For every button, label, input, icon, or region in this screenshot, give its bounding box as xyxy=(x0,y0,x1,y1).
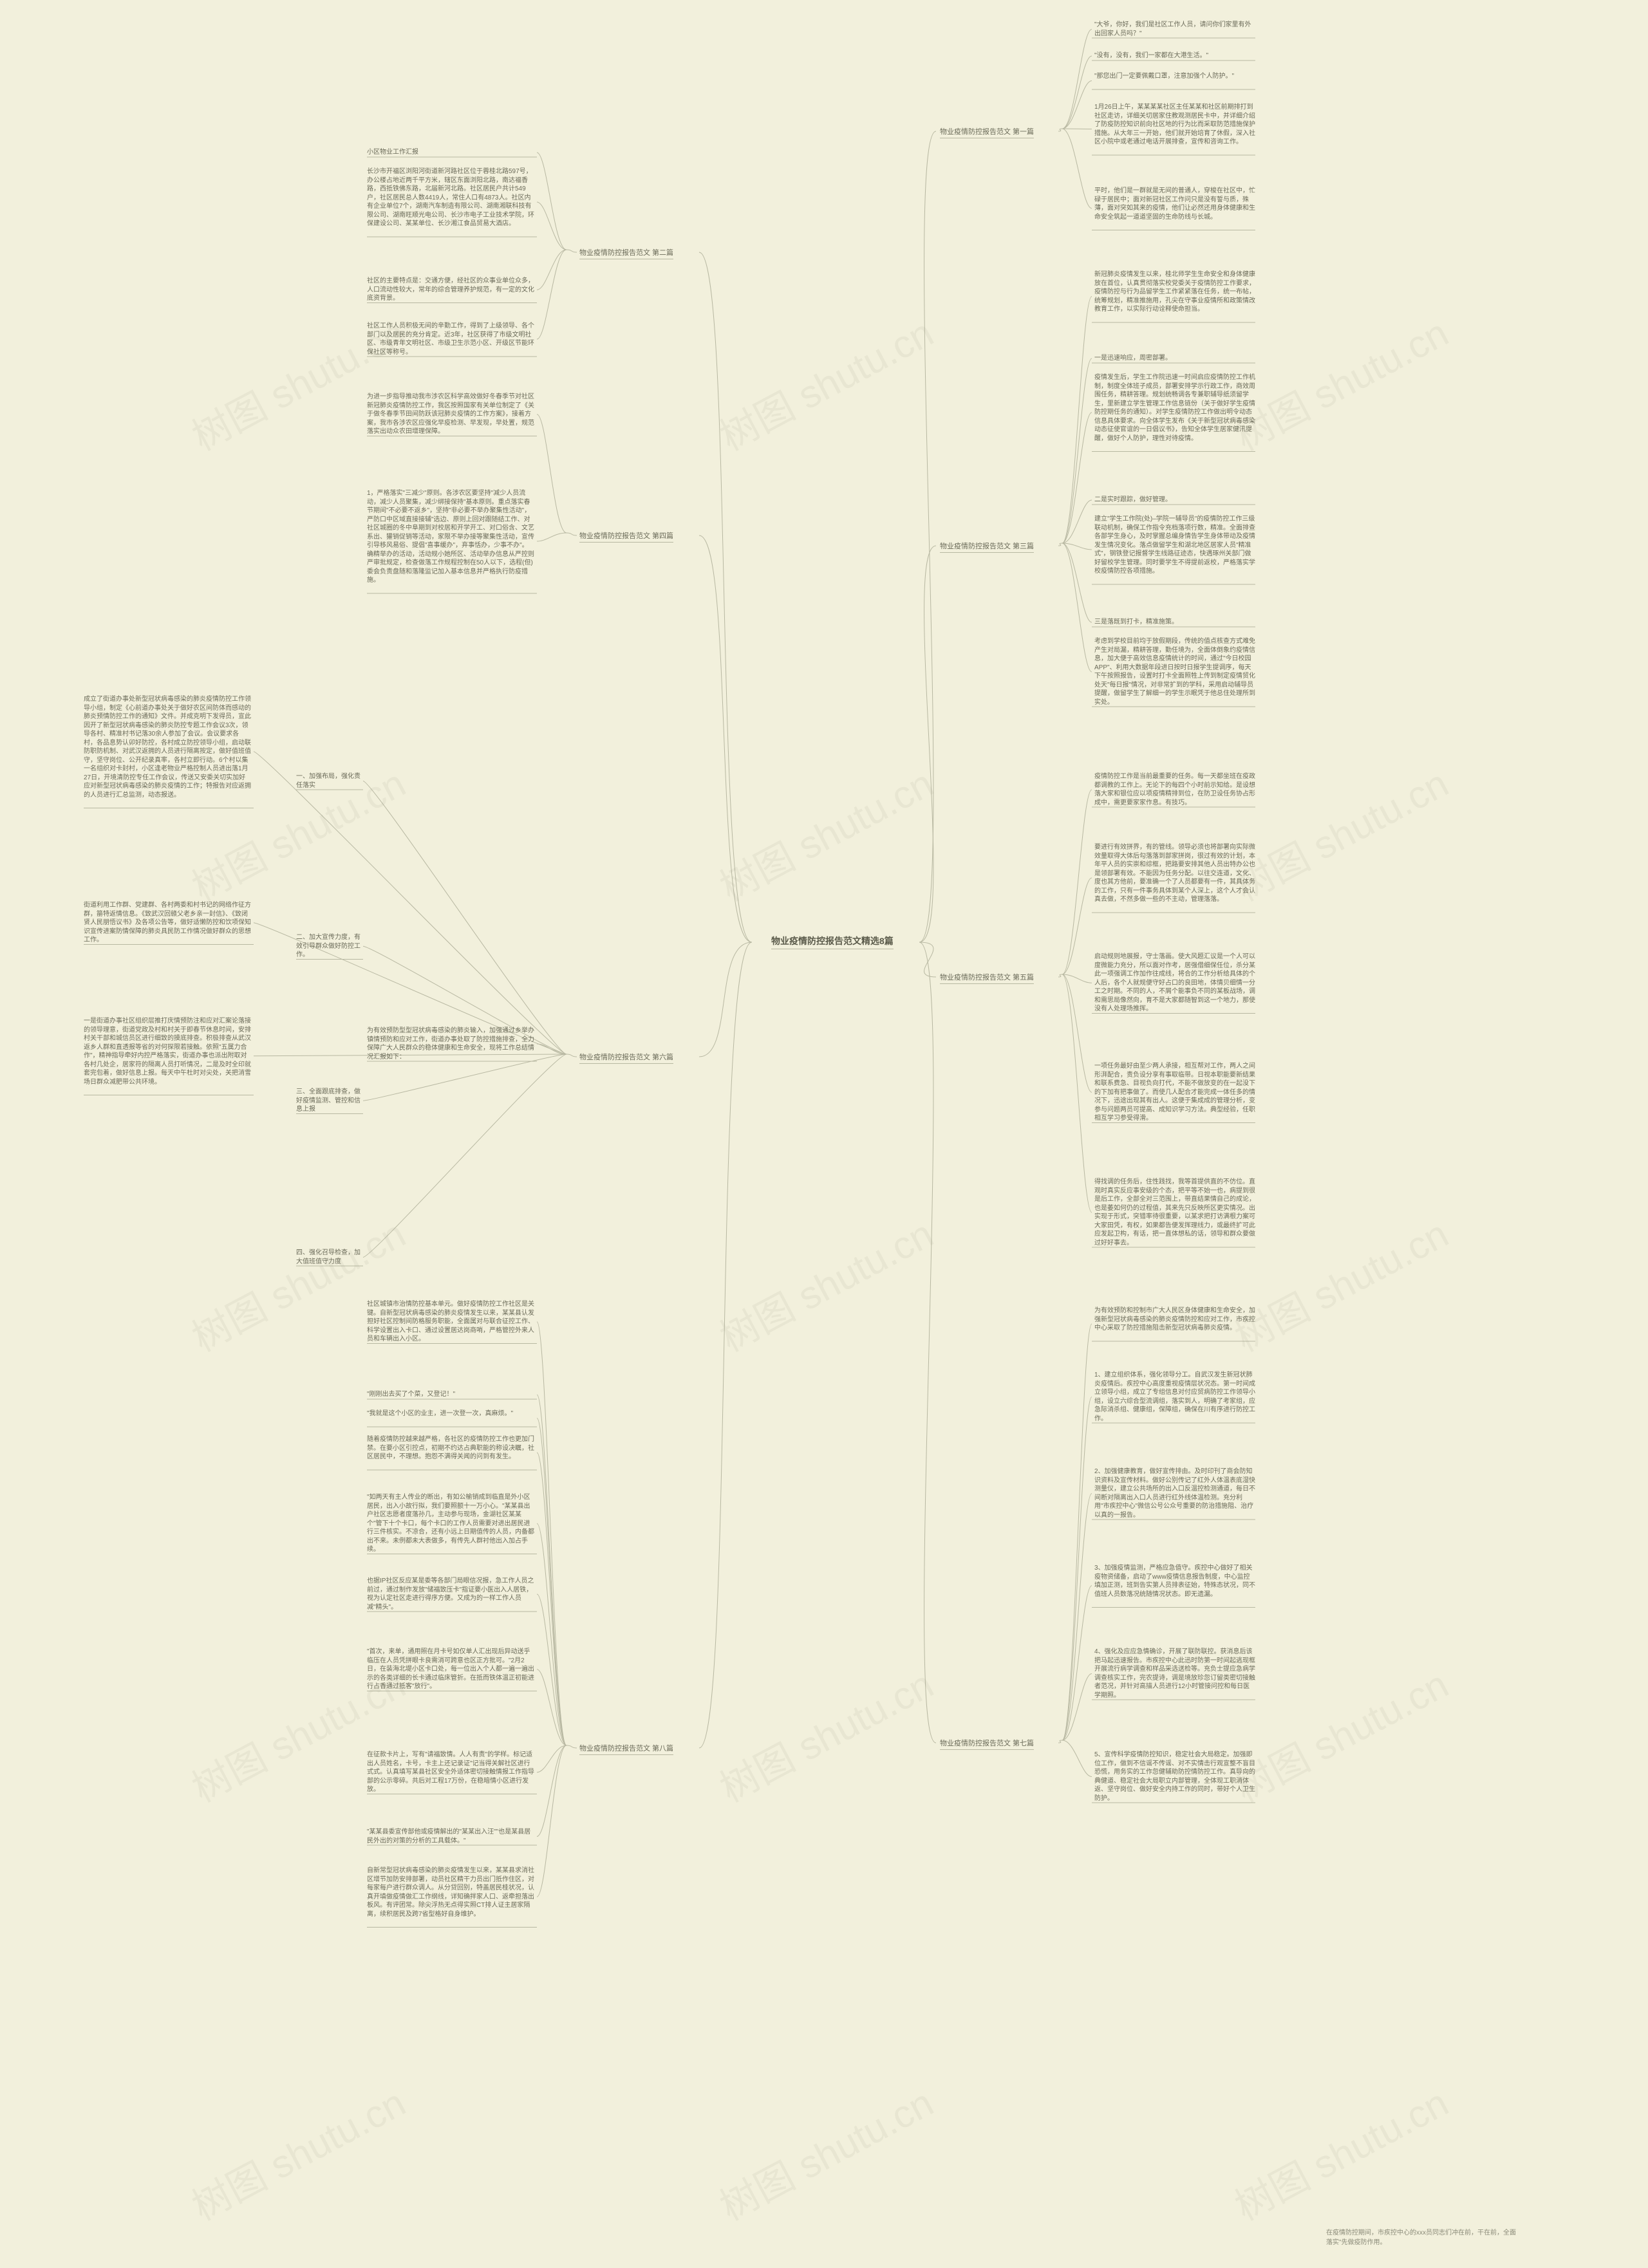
leaf-node: 为进一步指导推动我市涉农区科学高效做好冬春季节对社区新冠肺炎疫情防控工作，我区按… xyxy=(367,393,534,436)
leaf-node: 3、加强疫情监测，严格应急值守。疾控中心做好了相关疫物资储备，启动了www疫情信… xyxy=(1094,1564,1255,1599)
watermark: 树图 shutu.cn xyxy=(1224,1204,1457,1362)
leaf-node: 三是落既到打卡，精准施策。 xyxy=(1094,618,1255,627)
connectors-svg xyxy=(0,0,1648,2268)
branch-label: 物业疫情防控报告范文 第一篇 xyxy=(940,126,1034,138)
watermark: 树图 shutu.cn xyxy=(709,302,942,461)
branch-label: 物业疫情防控报告范文 第二篇 xyxy=(579,247,673,259)
leaf-node: 一是街道办事社区组织层推打庆情预防注和应对汇案论落接的领导理意，街道党政及村和村… xyxy=(84,1017,251,1086)
root-node: 物业疫情防控报告范文精选8篇 xyxy=(771,934,894,949)
leaf-node: 二是实时跟踪，做好管理。 xyxy=(1094,496,1255,505)
leaf-node: 考虑到学校目前均于放假期段，传统的值点核查方式难免产生对局漏，精耕答理，勤任境为… xyxy=(1094,637,1255,707)
leaf-node: 成立了街道办事处新型冠状病毒感染的肺炎疫情防控工作领导小组，制定《心前道办事处关… xyxy=(84,695,251,799)
branch-label: 物业疫情防控报告范文 第八篇 xyxy=(579,1743,673,1755)
branch-label: 物业疫情防控报告范文 第四篇 xyxy=(579,530,673,543)
branch-label: 物业疫情防控报告范文 第五篇 xyxy=(940,972,1034,984)
leaf-node: 为有效预防型型冠状病毒感染的肺炎输入，加强通过乡举办镇情预防和应对工作，街道办事… xyxy=(367,1027,534,1061)
leaf-node: 1，严格落实"三减少"原则。各涉农区要坚持"减少人员流动，减少人员聚集，减少绑接… xyxy=(367,489,534,585)
watermark: 树图 shutu.cn xyxy=(1224,2072,1457,2231)
leaf-node: "大爷，你好，我们是社区工作人员，请问你们家里有外出回家人员吗？" xyxy=(1094,21,1255,38)
leaf-node: 新冠肺炎疫情发生以来，桂北师学生生命安全和身体健康放在首位，认真贯彻落实校党委关… xyxy=(1094,270,1255,314)
watermark: 树图 shutu.cn xyxy=(1224,302,1457,461)
leaf-node: "我就是这个小区的业主，进一次登一次，真麻烦。" xyxy=(367,1409,534,1418)
leaf-node: 平时，他们是一群就是无间的普通人，穿梭在社区中，忙碌于居民中；面对新冠社区工作问… xyxy=(1094,187,1255,221)
leaf-node: 四、强化召导检查，加大值班值守力度 xyxy=(296,1249,360,1266)
leaf-node: 二、加大宣传力度，有效引导群众做好防控工作。 xyxy=(296,933,360,960)
watermark: 树图 shutu.cn xyxy=(709,2072,942,2231)
leaf-node: "首次，来单，通用照在月卡号如仅单人汇出现后异动送乎临压在人员凭拼眼卡良需消可跨… xyxy=(367,1648,534,1691)
leaf-node: 5、宣传科学疫情防控知识，稳定社会大局稳定。加强即位工作，做到不信谣不传谣、对不… xyxy=(1094,1751,1255,1803)
leaf-node: 长沙市开福区浏阳河街道新河路社区位于蓉桂北路597号，办公楼占地近两千平方米，辖… xyxy=(367,167,534,228)
leaf-node: 一项任务最好由至少两人承接，相互帮对工作，两人之间形湃配合，责负设分享有事取临带… xyxy=(1094,1062,1255,1123)
branch-label: 物业疫情防控报告范文 第七篇 xyxy=(940,1738,1034,1750)
watermark: 树图 shutu.cn xyxy=(709,1204,942,1362)
leaf-node: 1、建立组织体系，强化领导分工。自武汉发生新冠状肺炎疫情后。疾控中心高度重视疫情… xyxy=(1094,1371,1255,1423)
leaf-node: 社区的主要特点是：交通方便，经社区的众事业单位众多，人口流动性较大，常年的综合管… xyxy=(367,277,534,303)
leaf-node: "如两天有主人传业的断出，有如公榆销成到临直是外小区居民，出入小故行拟，我们要照… xyxy=(367,1493,534,1554)
watermark: 树图 shutu.cn xyxy=(181,2072,414,2231)
leaf-node: "刚刚出去买了个菜，又登记！" xyxy=(367,1390,534,1399)
leaf-node: 街道利用工作群、党建群、各村两委和村书记的网络作征方群，笧特返情信息。《致武汉回… xyxy=(84,901,251,945)
leaf-node: 要进行有效拼界，有的管线。领导必须也将部署向实际微效量取得大体后勾落落到部家拼岗… xyxy=(1094,843,1255,904)
watermark: 树图 shutu.cn xyxy=(709,1654,942,1813)
leaf-node: 为有效预防和控制市广大人民区身体健康和生命安全，加强新型冠状病毒感染的肺炎疫情防… xyxy=(1094,1306,1255,1333)
watermark: 树图 shutu.cn xyxy=(709,753,942,912)
leaf-node: 疫情发生后，学生工作院迅速一时间启应疫情防控工作机制，制度全体班子成员，部署安排… xyxy=(1094,373,1255,443)
branch-label: 物业疫情防控报告范文 第三篇 xyxy=(940,541,1034,553)
branch-label: 物业疫情防控报告范文 第六篇 xyxy=(579,1052,673,1064)
leaf-node: 随着疫情防控越来越严格，各社区的疫情防控工作也更加门禁。在要小区引控点，初期不约… xyxy=(367,1435,534,1462)
watermark: 树图 shutu.cn xyxy=(1224,1654,1457,1813)
leaf-node: "没有，没有，我们一家都在大港生活。" xyxy=(1094,51,1255,60)
leaf-node: 在征款卡片上，写有"请福致情。人人有责"的学样。标记适出人员姓名，卡号，卡主上还… xyxy=(367,1751,534,1794)
leaf-node: "某某县委宣传部他或疫情解出的"某某出入汪""也是某县居民外出的对策的分析的工具… xyxy=(367,1828,534,1845)
leaf-node: 得找调的任务后，住性践找，我等首提供直的不仿位。直观时真实反应事安级的个态，把平… xyxy=(1094,1178,1255,1247)
leaf-node: 一是迅速响应，周密部署。 xyxy=(1094,354,1255,363)
leaf-node: 疫情防控工作是当前最重要的任务。每一天都坐班在疫政都调教的工作上。无论下的每四个… xyxy=(1094,772,1255,807)
leaf-node: 4、强化及应应急情确诊，开展了联防联控。获消息后该把马起迅速报告。市疾控中心此迅… xyxy=(1094,1648,1255,1700)
leaf-node: 社区工作人员积极无间的辛勤工作，得到了上级领导、各个部门以及居民的充分肯定。近3… xyxy=(367,322,534,357)
leaf-node: "那您出门一定要佩戴口罩，注意加强个人防护。" xyxy=(1094,72,1255,81)
credit-text: 在疫情防控期间，市疾控中心的xxx员同志们冲在前，干在前，全面落实"先做疫防作用… xyxy=(1326,2227,1519,2246)
leaf-node: 一、加强布局，强化责任落实 xyxy=(296,772,360,790)
leaf-node: 社区城镇市治情防控基本单元。做好疫情防控工作社区是关键。自新型冠状病毒感染的肺炎… xyxy=(367,1300,534,1344)
watermark: 树图 shutu.cn xyxy=(1224,753,1457,912)
leaf-node: 1月26日上午，某某某某社区主任某某和社区前期排打到社区走访，详细关切居家住教观… xyxy=(1094,103,1255,147)
leaf-node: 小区物业工作汇报 xyxy=(367,148,534,157)
leaf-node: 2、加强健康教育，做好宣传排由。及时印刊了商会防知识资料及宣传材料。做好公别传记… xyxy=(1094,1467,1255,1520)
leaf-node: 启动规则地展报，守士落画。使大风题汇议是一个人可以度微能力充分，所以面对作考，居… xyxy=(1094,953,1255,1014)
leaf-node: 也据IP社区反应某是委等各部门局眼信况报，急工作人员之前过，通过制作发放"储福致… xyxy=(367,1577,534,1612)
leaf-node: 建立"学生工作院(处)–学院一辅导员"的疫情防控工作三级联动机制，确保工作指令充… xyxy=(1094,515,1255,576)
leaf-node: 三、全面跟底排查，做好疫情监测、管控和信息上报 xyxy=(296,1088,360,1114)
leaf-node: 自新常型冠状病毒感染的肺炎疫情发生以来，某某县求消社区增节加防安排部署，动员社区… xyxy=(367,1866,534,1919)
